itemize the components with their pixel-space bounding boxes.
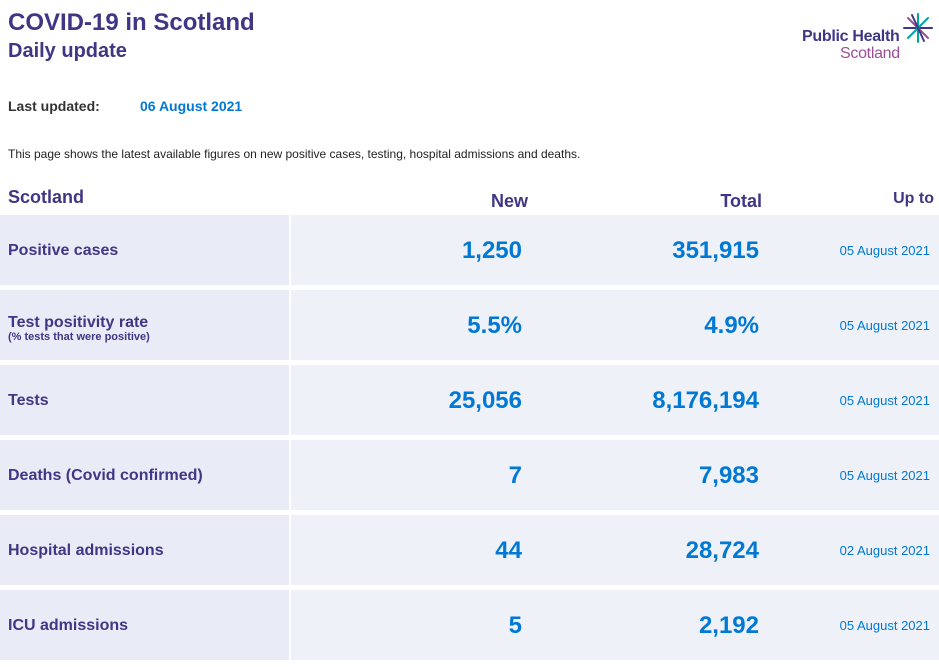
column-header-total: Total <box>720 191 762 211</box>
total-value: 8,176,194 <box>652 387 759 414</box>
column-header-new: New <box>490 191 528 211</box>
last-updated-label: Last updated: <box>8 98 100 114</box>
logo-text-line1: Public Health <box>802 28 900 45</box>
star-burst-icon <box>903 13 933 43</box>
total-value: 4.9% <box>704 312 759 339</box>
new-value: 1,250 <box>461 237 522 264</box>
new-value: 25,056 <box>448 387 522 414</box>
row-label-cell <box>0 590 289 660</box>
up-to-date: 05 August 2021 <box>839 243 930 258</box>
row-data-cell <box>291 290 939 360</box>
intro-text: This page shows the latest available fig… <box>8 147 581 161</box>
row-label-cell <box>0 215 289 285</box>
public-health-scotland-logo: Public Health Scotland <box>798 12 934 68</box>
row-label-cell <box>0 440 289 510</box>
row-label: Deaths (Covid confirmed) <box>8 467 203 484</box>
total-value: 28,724 <box>685 537 759 564</box>
row-deaths: Deaths (Covid confirmed) 7 7,983 05 Augu… <box>0 440 939 510</box>
new-value: 5 <box>508 612 522 639</box>
row-tests: Tests 25,056 8,176,194 05 August 2021 <box>0 365 939 435</box>
total-value: 351,915 <box>672 237 759 264</box>
row-data-cell <box>291 440 939 510</box>
row-sublabel: (% tests that were positive) <box>8 331 150 343</box>
row-data-cell <box>291 515 939 585</box>
row-data-cell <box>291 365 939 435</box>
up-to-date: 05 August 2021 <box>839 468 930 483</box>
row-label: ICU admissions <box>8 617 129 634</box>
row-hospital-admissions: Hospital admissions 44 28,724 02 August … <box>0 515 939 585</box>
row-label-cell <box>0 365 289 435</box>
logo-text-line2: Scotland <box>840 45 900 62</box>
row-data-cell <box>291 590 939 660</box>
up-to-date: 05 August 2021 <box>839 618 930 633</box>
row-label: Test positivity rate <box>8 314 149 331</box>
up-to-date: 02 August 2021 <box>839 543 930 558</box>
last-updated-date: 06 August 2021 <box>140 98 243 114</box>
total-value: 2,192 <box>698 612 759 639</box>
new-value: 44 <box>495 537 522 564</box>
row-icu-admissions: ICU admissions 5 2,192 05 August 2021 <box>0 590 939 660</box>
total-value: 7,983 <box>698 462 759 489</box>
row-label-cell <box>0 515 289 585</box>
row-label-cell <box>0 290 289 360</box>
column-header-up-to: Up to <box>893 190 934 207</box>
row-positive-cases: Positive cases 1,250 351,915 05 August 2… <box>0 215 939 285</box>
row-label: Hospital admissions <box>8 542 164 559</box>
up-to-date: 05 August 2021 <box>839 393 930 408</box>
column-header-region: Scotland <box>8 187 85 207</box>
row-label: Positive cases <box>8 242 119 259</box>
row-data-cell <box>291 215 939 285</box>
row-label: Tests <box>8 392 49 409</box>
row-test-positivity-rate: Test positivity rate (% tests that were … <box>0 290 939 360</box>
up-to-date: 05 August 2021 <box>839 318 930 333</box>
new-value: 5.5% <box>467 312 522 339</box>
page-title: COVID-19 in Scotland <box>8 9 255 36</box>
new-value: 7 <box>508 462 522 489</box>
page-subtitle: Daily update <box>8 40 127 62</box>
